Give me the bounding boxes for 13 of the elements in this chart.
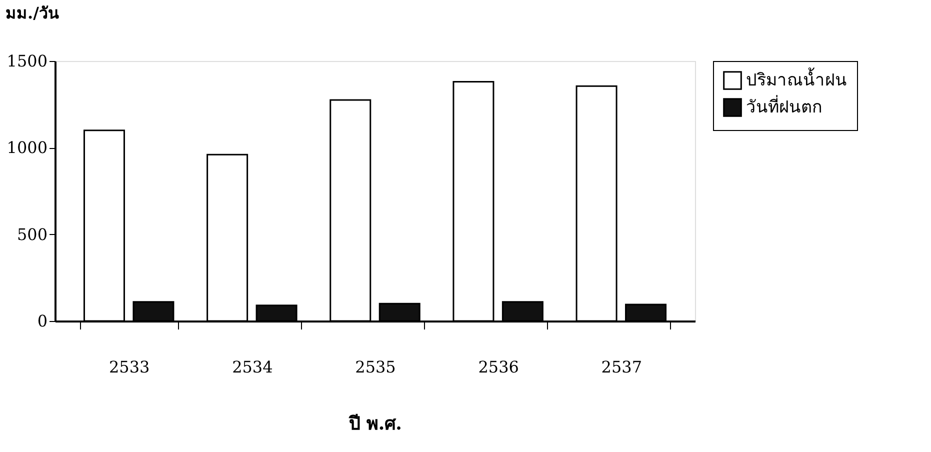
x-axis-title: ปี พ.ศ.: [348, 414, 402, 434]
legend-label: ปริมาณน้ำฝน: [746, 68, 847, 90]
y-tick-label: 1000: [6, 138, 48, 158]
legend-label: วันที่ฝนตก: [746, 94, 822, 118]
x-tick-label: 2533: [108, 358, 150, 376]
x-tick-label: 2534: [232, 358, 273, 376]
x-tick-label: 2537: [601, 358, 642, 376]
y-tick-label: 500: [16, 224, 48, 244]
x-tick-label: 2535: [355, 358, 396, 376]
y-tick-label: 0: [37, 312, 48, 330]
y-tick-label: 1500: [6, 52, 48, 70]
x-tick-label: 2536: [478, 358, 519, 376]
y-axis-title: มม./วัน: [6, 4, 59, 22]
